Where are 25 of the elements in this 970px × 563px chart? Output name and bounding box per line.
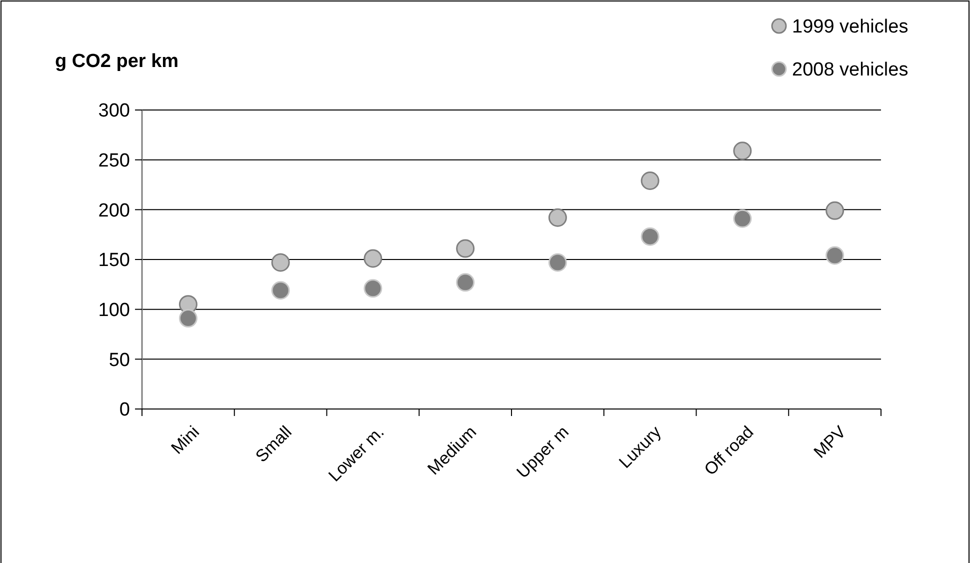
legend-label: 2008 vehicles: [792, 60, 908, 81]
y-tick-label: 100: [98, 300, 130, 321]
y-tick-label: 150: [98, 250, 130, 272]
point: [364, 279, 382, 298]
y-tick-label: 50: [108, 350, 130, 371]
point: [733, 142, 752, 160]
y-tick-label: 0: [119, 400, 130, 421]
point: [178, 309, 198, 328]
y-tick-label: 200: [98, 200, 130, 222]
point: [826, 201, 844, 220]
chart-title: g CO2 per km: [55, 51, 179, 72]
point: [364, 249, 382, 268]
legend-label: 1999 vehicles: [792, 16, 908, 38]
point: [640, 172, 660, 190]
y-tick-label: 300: [98, 100, 130, 122]
point: [548, 208, 567, 227]
point: [733, 209, 752, 228]
y-tick-label: 250: [98, 150, 130, 172]
point: [271, 253, 290, 272]
point: [271, 281, 290, 300]
point: [548, 253, 567, 272]
point: [826, 246, 844, 265]
point: [456, 239, 475, 258]
point: [456, 273, 475, 292]
point: [640, 227, 660, 246]
